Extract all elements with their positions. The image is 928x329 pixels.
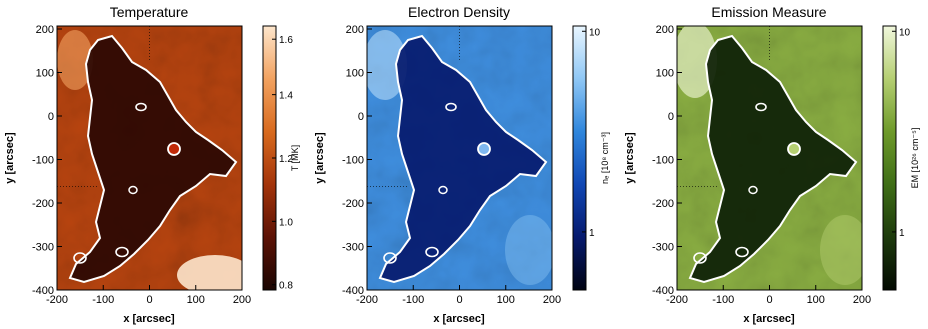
panel-title: Electron Density xyxy=(408,4,510,20)
colorbar xyxy=(882,25,897,291)
y-tick-label: -200 xyxy=(652,198,674,210)
y-tick-label: 100 xyxy=(36,68,54,80)
contour-dense-spot xyxy=(477,142,491,156)
y-tick-label: 200 xyxy=(656,24,674,36)
x-tick-label: 200 xyxy=(233,294,251,306)
panel-title: Temperature xyxy=(110,4,189,20)
y-tick-label: 100 xyxy=(656,68,674,80)
colorbar-tick-label: 1 xyxy=(899,228,905,239)
y-tick-label: -300 xyxy=(342,242,364,254)
colorbar-label: nₑ [10⁸ cm⁻³] xyxy=(600,132,610,184)
x-tick-label: 100 xyxy=(807,294,825,306)
temperature-map xyxy=(57,26,242,290)
y-tick-label: -400 xyxy=(652,285,674,297)
y-tick-label: -100 xyxy=(342,155,364,167)
x-tick-label: 100 xyxy=(187,294,205,306)
y-tick-label: 0 xyxy=(668,111,674,123)
y-tick-label: 100 xyxy=(346,68,364,80)
y-tick-label: -400 xyxy=(32,285,54,297)
colorbar xyxy=(572,25,587,291)
x-tick-label: -200 xyxy=(356,294,378,306)
colorbar-tick-label: 10 xyxy=(589,27,601,38)
y-tick-label: 200 xyxy=(36,24,54,36)
colorbar-tick-label: 1 xyxy=(589,228,595,239)
contours xyxy=(68,34,238,284)
panel-title: Emission Measure xyxy=(711,4,826,20)
panel-electron-density: Electron Density -200 -100 0 100 200 200 100 0 -… xyxy=(314,4,610,325)
contour-hot-spot xyxy=(167,142,181,156)
x-tick-label: -100 xyxy=(92,294,114,306)
x-tick-label: -100 xyxy=(402,294,424,306)
contour-small xyxy=(445,102,457,112)
contour-bright-spot xyxy=(787,142,801,156)
contour-small xyxy=(128,185,138,195)
contour-small xyxy=(135,102,147,112)
x-axis-label: x [arcsec] xyxy=(433,313,485,325)
x-tick-label: 200 xyxy=(543,294,561,306)
y-tick-label: 0 xyxy=(48,111,54,123)
contour-small xyxy=(73,252,87,264)
y-tick-label: -100 xyxy=(652,155,674,167)
colorbar-label: T [MK] xyxy=(290,145,300,171)
contour-small xyxy=(115,246,129,258)
emission-map xyxy=(677,26,862,290)
x-tick-label: 0 xyxy=(766,294,772,306)
colorbar-tick-label: 0.8 xyxy=(279,281,293,292)
y-tick-label: -400 xyxy=(342,285,364,297)
y-tick-label: -300 xyxy=(652,242,674,254)
y-tick-label: -200 xyxy=(342,198,364,210)
x-axis-label: x [arcsec] xyxy=(743,313,795,325)
panel-temperature: Temperature -200 -100 0 100 200 200 100 0 -100 -2… xyxy=(4,4,300,325)
x-tick-label: 0 xyxy=(146,294,152,306)
contours xyxy=(688,34,858,284)
density-map xyxy=(367,26,552,290)
y-axis-label: y [arcsec] xyxy=(624,132,636,184)
x-tick-label: -100 xyxy=(712,294,734,306)
x-tick-label: 100 xyxy=(497,294,515,306)
y-axis-label: y [arcsec] xyxy=(314,132,326,184)
colorbar-tick-label: 1.0 xyxy=(279,217,293,228)
contour-small xyxy=(693,252,707,264)
x-tick-label: -200 xyxy=(666,294,688,306)
y-tick-label: 0 xyxy=(358,111,364,123)
colorbar-label: EM [10²⁶ cm⁻⁵] xyxy=(910,128,920,189)
y-axis-label: y [arcsec] xyxy=(4,132,16,184)
x-tick-label: -200 xyxy=(46,294,68,306)
y-tick-label: -300 xyxy=(32,242,54,254)
contour-small xyxy=(755,102,767,112)
contour-small xyxy=(438,185,448,195)
colorbar-tick-label: 1.6 xyxy=(279,35,293,46)
colorbar-tick-label: 1.2 xyxy=(279,154,293,165)
colorbar-tick-label: 10 xyxy=(899,27,911,38)
contour-small xyxy=(383,252,397,264)
contour-small xyxy=(735,246,749,258)
y-tick-label: -100 xyxy=(32,155,54,167)
x-tick-label: 200 xyxy=(853,294,871,306)
x-axis-label: x [arcsec] xyxy=(123,313,175,325)
contour-small xyxy=(748,185,758,195)
colorbar-tick-label: 1.4 xyxy=(279,91,293,102)
y-tick-label: -200 xyxy=(32,198,54,210)
panel-emission-measure: Emission Measure -200 -100 0 100 200 200 100 0 -… xyxy=(624,4,920,325)
x-tick-label: 0 xyxy=(456,294,462,306)
y-tick-label: 200 xyxy=(346,24,364,36)
contours xyxy=(378,34,548,284)
contour-small xyxy=(425,246,439,258)
